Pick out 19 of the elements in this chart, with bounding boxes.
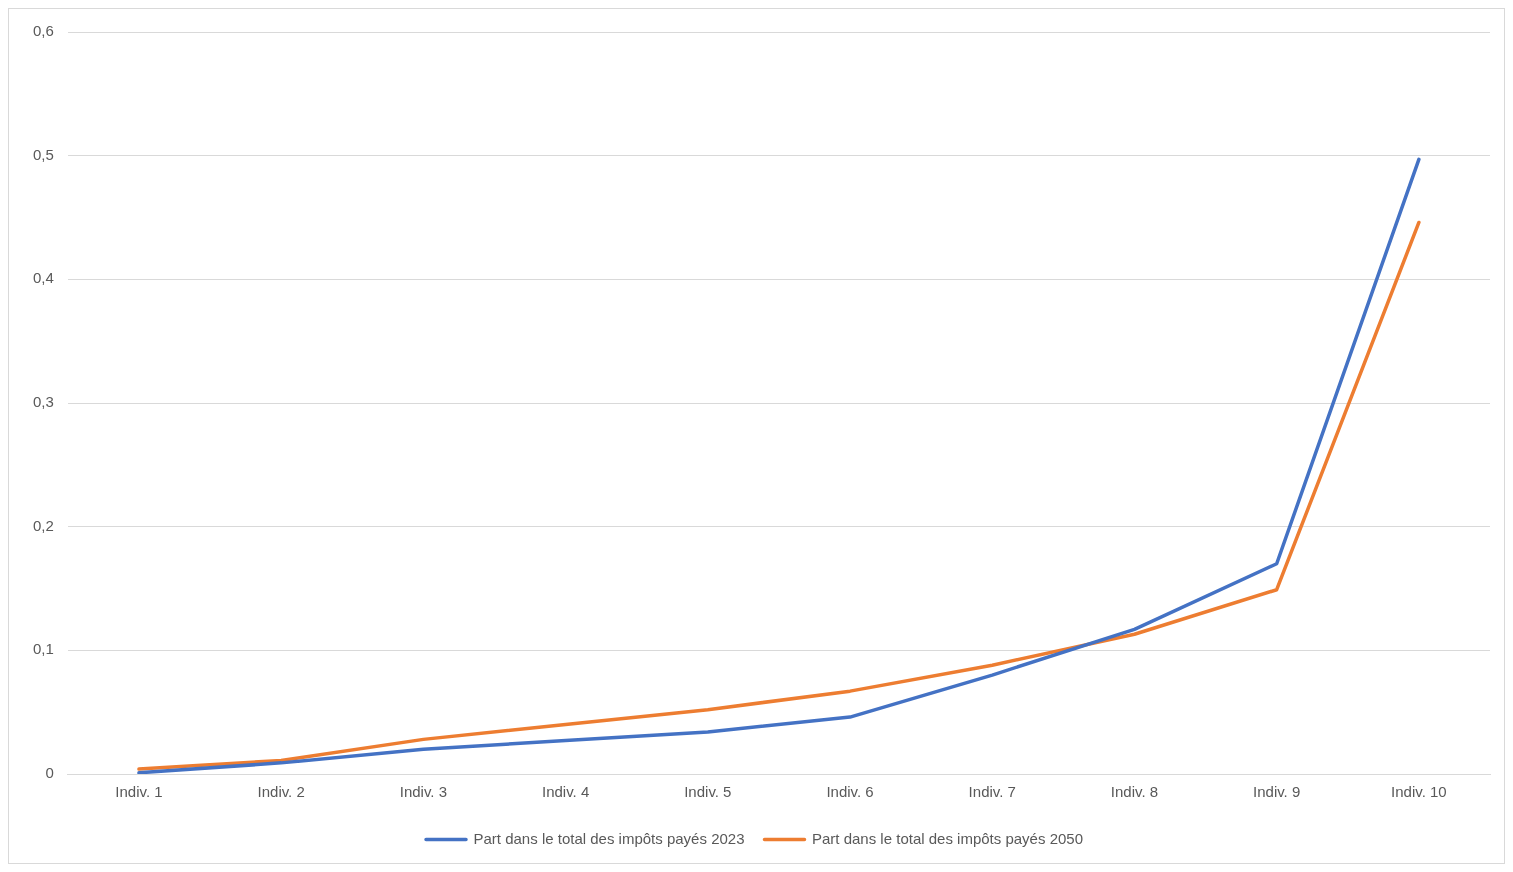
x-tick-label: Indiv. 7	[968, 783, 1016, 801]
y-tick-label: 0,4	[32, 269, 54, 287]
y-tick-label: 0	[45, 764, 54, 782]
x-tick-label: Indiv. 3	[399, 783, 448, 801]
y-tick-label: 0,1	[32, 640, 54, 658]
y-tick-label: 0,5	[32, 145, 54, 163]
legend-label: Part dans le total des impôts payés 2023	[473, 829, 745, 847]
y-tick-label: 0,2	[32, 516, 54, 534]
x-tick-label: Indiv. 10	[1391, 783, 1447, 801]
x-tick-label: Indiv. 9	[1253, 783, 1301, 801]
y-tick-label: 0,6	[32, 22, 54, 40]
x-tick-label: Indiv. 2	[257, 783, 305, 801]
x-tick-label: Indiv. 5	[684, 783, 732, 801]
x-tick-label: Indiv. 4	[541, 783, 590, 801]
x-tick-label: Indiv. 6	[826, 783, 874, 801]
x-tick-label: Indiv. 8	[1110, 783, 1159, 801]
legend-label: Part dans le total des impôts payés 2050	[812, 829, 1083, 847]
y-tick-label: 0,3	[32, 393, 54, 411]
x-tick-label: Indiv. 1	[115, 783, 163, 801]
